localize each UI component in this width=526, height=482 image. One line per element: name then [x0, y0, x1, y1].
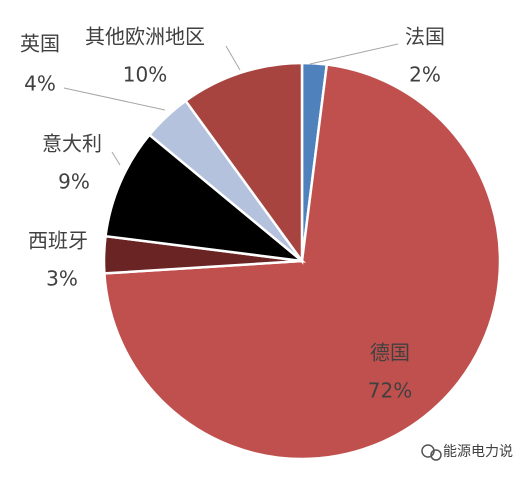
watermark-icon	[421, 444, 442, 461]
pie-slice	[104, 133, 307, 263]
value-label: 2%	[409, 63, 441, 87]
slice-label: 英国	[20, 32, 60, 56]
leader-line	[309, 43, 399, 65]
leader-line	[225, 45, 241, 71]
value-label: 72%	[368, 379, 412, 403]
value-label: 3%	[46, 267, 78, 291]
pie-slice	[183, 61, 304, 265]
slice-label: 法国	[405, 25, 445, 49]
slice-label: 德国	[370, 341, 410, 365]
value-label: 4%	[24, 72, 56, 96]
slice-label: 其他欧洲地区	[85, 25, 205, 49]
slice-label: 意大利	[42, 132, 102, 156]
value-label: 10%	[123, 63, 167, 87]
leader-line	[111, 151, 121, 166]
leader-line	[63, 87, 166, 111]
watermark: 能源电力说	[443, 444, 513, 460]
slice-label: 西班牙	[28, 229, 88, 253]
value-label: 9%	[58, 170, 90, 194]
